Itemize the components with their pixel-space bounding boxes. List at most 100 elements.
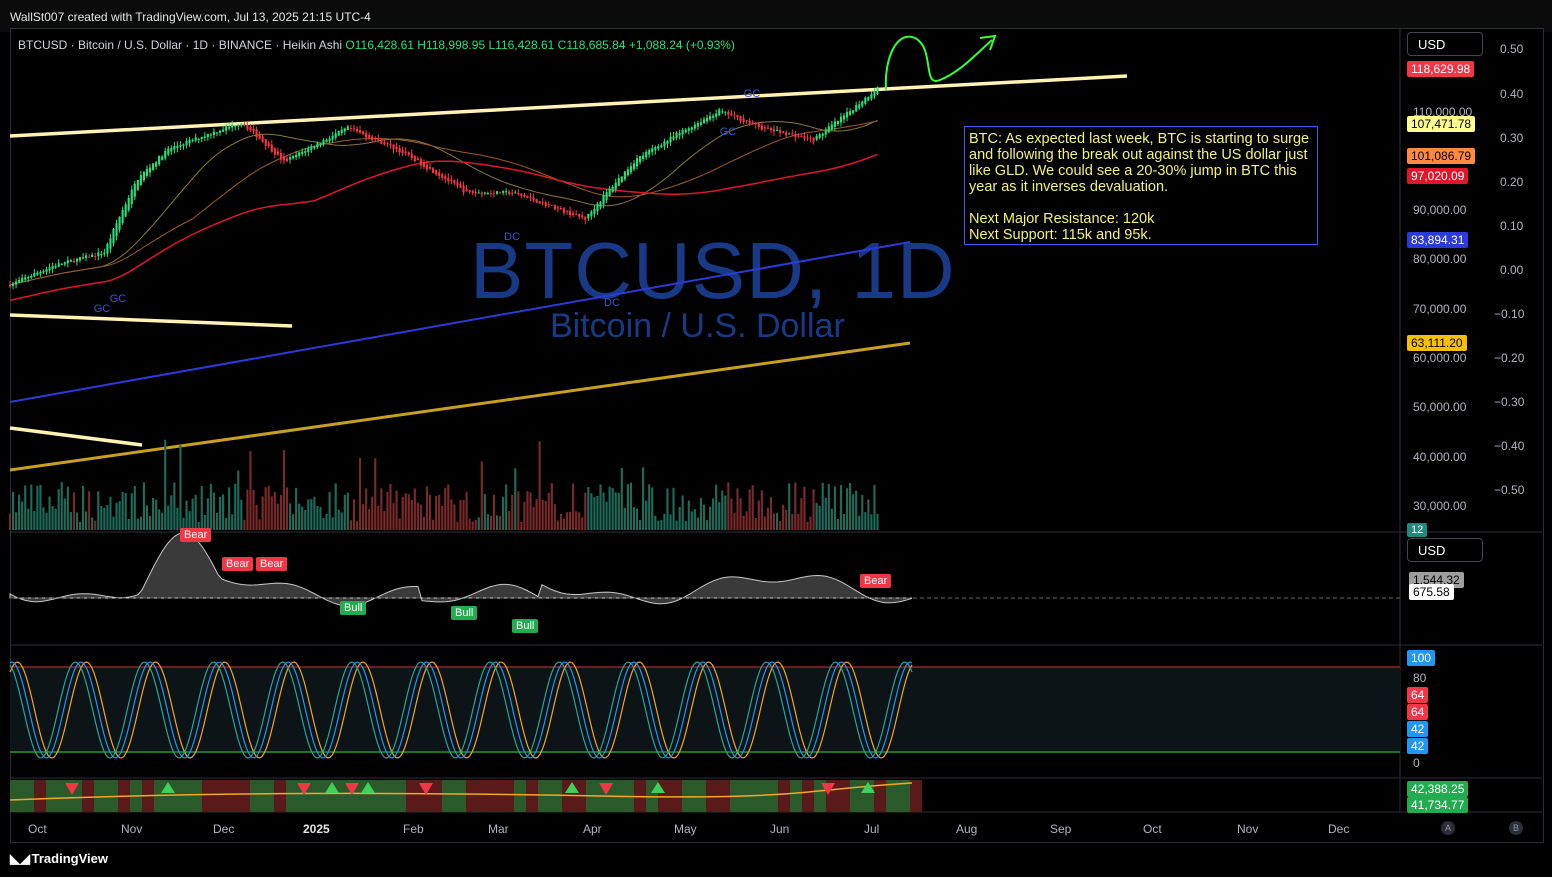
candle-body [456, 181, 459, 186]
candle-body [282, 156, 286, 161]
volume-bar [106, 505, 109, 530]
candle-body [11, 283, 15, 286]
volume-bar [158, 509, 161, 530]
candle-body [648, 149, 651, 155]
volume-bar [118, 501, 121, 530]
signal-triangle [297, 783, 311, 795]
volume-bar [267, 485, 270, 530]
volume-bar [100, 506, 103, 530]
legend-symbol: BTCUSD · Bitcoin / U.S. Dollar · 1D · BI… [18, 38, 343, 52]
volume-bar [185, 500, 188, 530]
volume-bar [392, 502, 395, 530]
candle-body [395, 146, 398, 150]
candle-body [48, 267, 51, 271]
volume-bar [581, 517, 584, 530]
volume-bar [852, 494, 855, 530]
price-tick: 30,000.00 [1413, 499, 1467, 513]
volume-bar [495, 515, 499, 530]
candle-body [581, 215, 584, 218]
time-tick: Aug [956, 822, 978, 836]
ma-line-mid [9, 120, 878, 286]
candle-body [413, 155, 416, 162]
candle-body [88, 256, 91, 258]
trend-strip-cell [682, 780, 694, 812]
volume-bar [867, 499, 870, 530]
momentum-area [9, 532, 913, 607]
candle-body [188, 139, 191, 144]
projection-annotation [884, 35, 993, 91]
candle-body [845, 112, 849, 118]
candle-body [769, 127, 773, 131]
candle-body [575, 214, 578, 216]
candle-body [97, 252, 100, 257]
candle-body [355, 128, 359, 132]
trend-strip-cell [94, 780, 106, 812]
volume-bar [270, 496, 273, 530]
candle-body [209, 134, 212, 136]
candle-body [623, 171, 626, 180]
volume-bar [410, 499, 413, 530]
pane4-badge: 41,734.77 [1407, 797, 1469, 813]
candle-body [255, 129, 258, 138]
candle-body [477, 192, 480, 194]
volume-bar [258, 519, 261, 530]
time-tick: Sep [1050, 822, 1072, 836]
volume-bar [182, 517, 185, 530]
volume-bar [155, 499, 158, 530]
candle-body [788, 133, 791, 135]
volume-bar [304, 510, 307, 530]
candle-body [873, 91, 876, 97]
volume-bar [833, 486, 836, 530]
candle-body [27, 277, 30, 279]
price-tick: 90,000.00 [1413, 203, 1467, 217]
volume-bar [243, 519, 246, 530]
ma-line-200 [9, 241, 911, 403]
candle-body [775, 129, 779, 131]
scale-tick: 0.10 [1500, 219, 1524, 233]
trend-strip-cell [250, 780, 262, 812]
bull-label: Bull [451, 606, 478, 620]
volume-bar [170, 495, 173, 530]
volume-bar [48, 496, 51, 530]
candle-body [724, 111, 727, 113]
candle-body [830, 124, 833, 130]
volume-bar [218, 496, 222, 530]
analysis-note[interactable]: BTC: As expected last week, BTC is start… [964, 126, 1318, 245]
volume-bar [121, 491, 124, 530]
auto-scale-button[interactable]: A [1441, 821, 1455, 835]
volume-bar [836, 518, 839, 530]
volume-bar [736, 488, 739, 530]
volume-bar [203, 514, 206, 530]
trend-strip-cell [850, 780, 862, 812]
candle-body [444, 176, 447, 180]
volume-bar [200, 486, 203, 530]
volume-bar [800, 498, 803, 530]
trend-strip-cell [310, 780, 322, 812]
volume-bar [264, 487, 267, 530]
candle-body [870, 94, 873, 99]
candle-body [511, 192, 514, 194]
settings-button[interactable]: B [1509, 821, 1523, 835]
volume-bar [8, 513, 12, 530]
candle-body [742, 118, 745, 122]
volume-bar [842, 513, 846, 530]
candle-body [614, 182, 617, 190]
currency-button[interactable]: USD [1407, 32, 1483, 56]
candle-body [322, 139, 325, 145]
volume-bar [112, 516, 115, 530]
volume-bar [450, 499, 453, 530]
candle-body [173, 145, 176, 150]
time-tick: 2025 [303, 822, 330, 836]
volume-bar [234, 483, 237, 530]
candle-body [483, 192, 486, 194]
candle-body [572, 212, 575, 216]
volume-bar [772, 513, 776, 530]
note-resistance: Next Major Resistance: 120k [969, 211, 1155, 227]
trend-strip-cell [838, 780, 850, 812]
volume-bar [24, 485, 27, 530]
volume-bar [602, 492, 605, 530]
candle-body [553, 205, 556, 210]
pane2-currency-button[interactable]: USD [1407, 538, 1483, 562]
volume-bar [794, 482, 797, 530]
